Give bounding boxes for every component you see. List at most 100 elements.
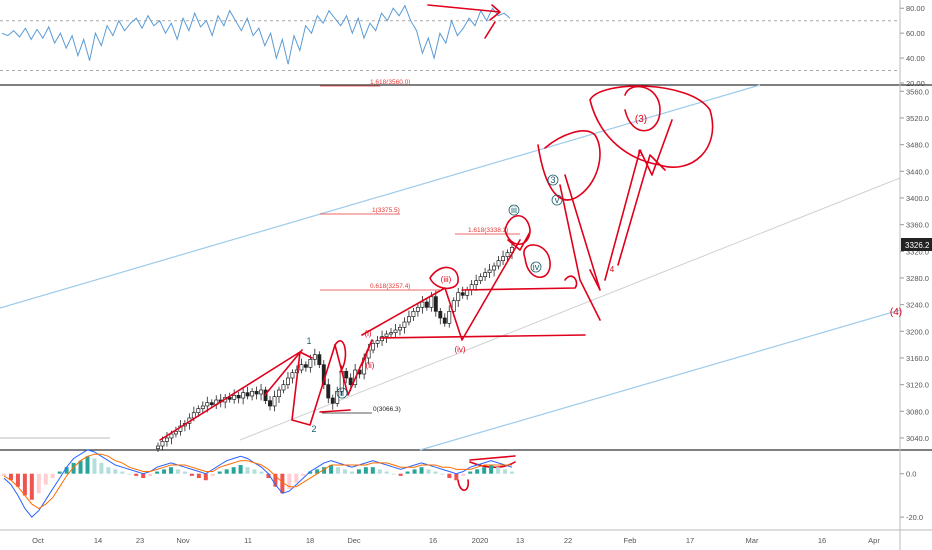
wave-label-blue: ii — [340, 388, 344, 398]
candlestick-series — [156, 242, 514, 452]
macd-histogram-bar — [71, 462, 76, 474]
channel-median-line — [239, 177, 901, 441]
candle-body — [290, 372, 295, 379]
macd-histogram-bar — [496, 467, 501, 474]
macd-histogram-bar — [384, 471, 389, 474]
candle-body — [303, 364, 308, 368]
macd-tick-label: 0.0 — [906, 470, 916, 479]
time-tick-label: 18 — [306, 536, 314, 545]
macd-histogram-bar — [210, 473, 215, 476]
price-tick-label: 3360.0 — [906, 221, 929, 230]
candle-body — [398, 326, 402, 331]
candle-body — [156, 445, 160, 450]
candle-body — [312, 354, 317, 360]
rsi-panel — [0, 4, 900, 72]
macd-histogram-bar — [120, 471, 125, 474]
hand-drawn-stroke — [507, 231, 531, 251]
channel-upper-line — [0, 84, 761, 309]
candle-body — [344, 370, 349, 379]
price-tick-label: 3560.0 — [906, 87, 929, 96]
macd-histogram-bar — [245, 467, 250, 474]
macd-panel — [2, 449, 514, 518]
macd-histogram-bar — [419, 467, 424, 474]
macd-histogram-bar — [405, 471, 410, 474]
time-tick-label: 17 — [686, 536, 694, 545]
candle-body — [465, 289, 470, 296]
price-tick-label: 3320.0 — [906, 247, 929, 256]
macd-histogram-bar — [196, 473, 201, 479]
candle-body — [326, 384, 331, 399]
candle-body — [254, 390, 259, 395]
macd-histogram-bar — [489, 465, 494, 474]
macd-histogram-bar — [273, 473, 278, 487]
candle-body — [424, 301, 429, 308]
hand-drawn-stroke — [457, 479, 470, 491]
macd-histogram-bar — [50, 473, 55, 479]
macd-histogram-bar — [391, 473, 396, 475]
wave-labels: 1 2 ii 3 iii iv v (i) (ii) (iii) (iv) (3) (4) 4 5 — [306, 114, 902, 434]
candle-body — [348, 377, 353, 386]
rsi-tick-label: 20.00 — [906, 79, 925, 88]
candle-body — [371, 342, 376, 351]
candle-body — [173, 430, 178, 435]
macd-histogram-bar — [155, 471, 160, 474]
candle-body — [429, 296, 434, 308]
time-tick-label: 13 — [516, 536, 524, 545]
candle-body — [420, 301, 425, 308]
hand-drawn-stroke — [319, 409, 351, 413]
candle-body — [272, 396, 277, 407]
hand-drawn-stroke — [379, 334, 586, 339]
candle-body — [277, 389, 281, 398]
candle-body — [308, 358, 313, 368]
rsi-tick-label: 80.00 — [906, 4, 925, 13]
wave-label-circle — [508, 204, 520, 216]
candle-body — [205, 402, 210, 407]
candle-body — [492, 265, 497, 271]
time-tick-label: 2020 — [472, 536, 489, 545]
macd-histogram-bar — [57, 471, 62, 474]
macd-histogram-bar — [510, 471, 514, 474]
macd-histogram-bar — [203, 473, 208, 481]
macd-histogram-bar — [252, 469, 257, 474]
macd-histogram-bar — [398, 473, 403, 476]
candle-body — [245, 392, 250, 397]
price-tick-label: 3400.0 — [906, 194, 929, 203]
macd-histogram-bar — [127, 473, 132, 475]
hand-drawn-stroke — [484, 21, 496, 39]
wave-label-red: (ii) — [366, 361, 375, 370]
time-tick-label: 11 — [244, 536, 252, 545]
macd-histogram-bar — [363, 467, 368, 474]
rsi-tick-label: 40.00 — [906, 54, 925, 63]
trend-channel — [0, 84, 901, 451]
price-tick-label: 3520.0 — [906, 114, 929, 123]
candle-body — [227, 396, 232, 400]
macd-histogram-bar — [113, 469, 118, 474]
macd-histogram-bar — [141, 473, 146, 479]
macd-histogram-bar — [106, 467, 111, 474]
hand-drawn-stroke — [559, 184, 601, 321]
macd-histogram-bar — [266, 473, 271, 479]
candle-body — [259, 389, 264, 395]
hand-drawn-stroke — [427, 4, 501, 21]
fib-level-label: 1.618(3560.0) — [370, 79, 410, 86]
wave-label-red: (4) — [890, 307, 902, 318]
fib-level-label: 0(3066.3) — [373, 406, 401, 413]
wave-label-red: (i) — [364, 329, 371, 338]
macd-histogram-bar — [217, 471, 222, 474]
time-tick-label: Dec — [347, 536, 361, 545]
candle-body — [496, 260, 501, 267]
wave-label-blue: iv — [533, 262, 540, 272]
rsi-axis: 80.00 60.00 40.00 20.00 — [900, 4, 925, 88]
macd-histogram-bar — [169, 467, 174, 474]
fibonacci-levels: 1.618(3560.0) 1(3375.5) 1.618(3338.3) 0.618… — [320, 79, 520, 414]
macd-histogram-bar — [287, 473, 292, 489]
hand-drawn-stroke — [334, 340, 347, 373]
macd-histogram-bar — [99, 462, 104, 474]
macd-histogram-bar — [426, 469, 431, 474]
rsi-tick-label: 60.00 — [906, 29, 925, 38]
time-axis: Oct 14 23 Nov 11 18 Dec 16 2020 13 22 Feb 17 Mar 16 Apr — [32, 536, 880, 545]
wave-label-blue: 1 — [306, 336, 311, 346]
candle-body — [268, 400, 272, 407]
candle-body — [460, 292, 465, 296]
